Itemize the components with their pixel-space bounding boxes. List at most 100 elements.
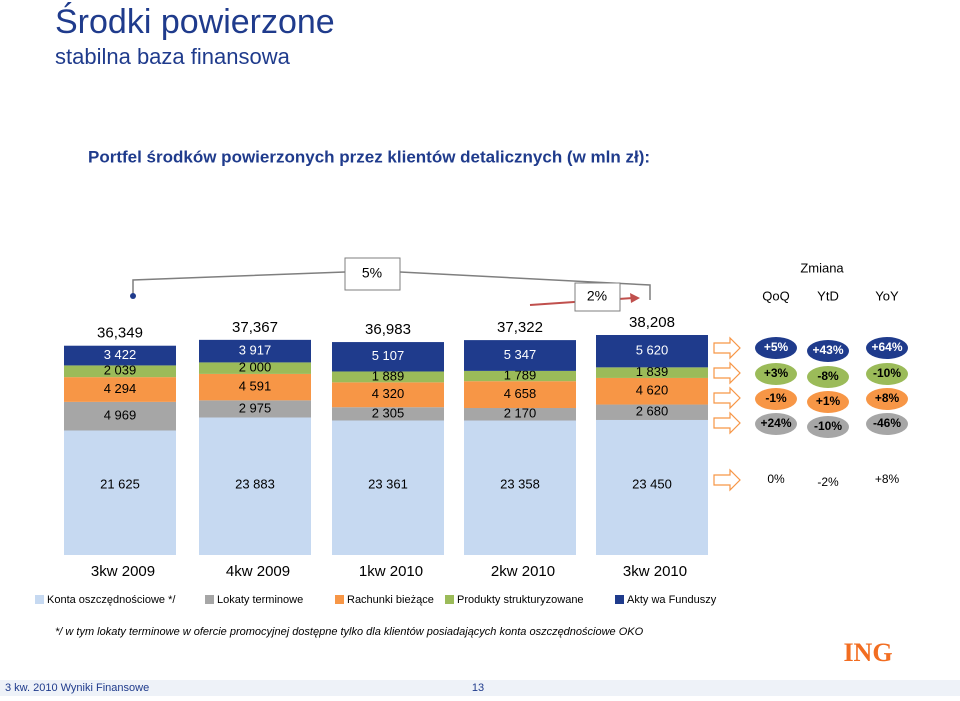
change-badge <box>866 413 908 435</box>
segment-label: 2 680 <box>636 404 669 419</box>
arrow <box>713 336 741 360</box>
x-tick-label: 4kw 2009 <box>226 563 290 580</box>
segment-label: 23 361 <box>368 476 408 491</box>
segment-label: 4 320 <box>372 386 405 401</box>
change-value: +8% <box>875 391 900 405</box>
total-label: 36,349 <box>97 325 143 342</box>
segment-label: 4 620 <box>636 383 669 398</box>
footer-text: 3 kw. 2010 Wyniki Finansowe <box>5 682 149 694</box>
total-label: 37,367 <box>232 319 278 336</box>
change-badge <box>807 366 849 388</box>
chart-title: Portfel środków powierzonych przez klien… <box>88 147 650 166</box>
change-value: +8% <box>875 472 900 486</box>
arrow <box>713 411 741 435</box>
bar-segment <box>64 430 176 555</box>
footer-bar <box>0 680 960 696</box>
segment-label: 2 000 <box>239 360 272 375</box>
bar-segment <box>464 381 576 409</box>
segment-label: 1 889 <box>372 368 405 383</box>
segment-label: 3 422 <box>104 347 137 362</box>
segment-label: 23 450 <box>632 476 672 491</box>
change-value: +64% <box>871 340 902 354</box>
bar-segment <box>596 404 708 420</box>
change-badge <box>866 337 908 359</box>
slide-subtitle: stabilna baza finansowa <box>55 44 291 69</box>
bar-segment <box>199 339 311 363</box>
changes-column: YoY <box>875 288 899 303</box>
growth-dot <box>130 293 136 299</box>
bar-segment <box>199 373 311 401</box>
segment-label: 23 358 <box>500 476 540 491</box>
bar-segment <box>199 417 311 555</box>
legend-label: Rachunki bieżące <box>347 594 434 606</box>
bar-segment <box>596 335 708 368</box>
segment-label: 4 969 <box>104 408 137 423</box>
change-badge <box>807 416 849 438</box>
x-tick-label: 3kw 2010 <box>623 563 687 580</box>
segment-label: 21 625 <box>100 476 140 491</box>
bar-segment <box>199 362 311 374</box>
growth-label: 2% <box>587 288 607 304</box>
arrow <box>713 468 741 492</box>
bar-segment <box>64 377 176 402</box>
change-badge <box>755 337 797 359</box>
change-value: +24% <box>760 416 791 430</box>
segment-label: 1 839 <box>636 364 669 379</box>
page-number: 13 <box>472 682 484 694</box>
change-value: -8% <box>817 369 839 383</box>
total-label: 37,322 <box>497 319 543 336</box>
legend-label: Produkty strukturyzowane <box>457 594 584 606</box>
segment-label: 5 620 <box>636 343 669 358</box>
changes-column: YtD <box>817 288 839 303</box>
growth-arrow-head <box>630 293 640 303</box>
bar-segment <box>64 345 176 366</box>
change-value: -46% <box>873 416 901 430</box>
changes-column: QoQ <box>762 288 789 303</box>
change-value: +3% <box>764 366 789 380</box>
change-value: -10% <box>873 366 901 380</box>
change-value: -2% <box>817 475 839 489</box>
growth-line <box>399 271 651 300</box>
arrow <box>713 386 741 410</box>
bar-segment <box>464 370 576 382</box>
bar-segment <box>464 340 576 371</box>
legend-label: Lokaty terminowe <box>217 594 303 606</box>
bar-segment <box>332 420 444 555</box>
change-value: +43% <box>812 343 843 357</box>
x-tick-label: 2kw 2010 <box>491 563 555 580</box>
change-value: 0% <box>767 472 785 486</box>
bar-segment <box>332 382 444 408</box>
x-tick-label: 1kw 2010 <box>359 563 423 580</box>
footnote: */ w tym lokaty terminowe w ofercie prom… <box>55 626 644 638</box>
logo: ING <box>843 638 892 667</box>
bar-segment <box>596 367 708 378</box>
arrow <box>713 361 741 385</box>
segment-label: 4 658 <box>504 386 537 401</box>
segment-label: 2 170 <box>504 406 537 421</box>
bar-segment <box>332 371 444 383</box>
legend-swatch <box>615 595 624 604</box>
segment-label: 2 039 <box>104 363 137 378</box>
bar-segment <box>596 419 708 555</box>
changes-title: Zmiana <box>800 260 844 275</box>
legend-swatch <box>445 595 454 604</box>
change-value: -10% <box>814 419 842 433</box>
total-label: 38,208 <box>629 314 675 331</box>
slide-title: Środki powierzone <box>55 2 335 41</box>
change-badge <box>755 363 797 385</box>
segment-label: 2 975 <box>239 400 272 415</box>
change-value: +1% <box>816 394 841 408</box>
bar-segment <box>596 377 708 405</box>
bar-segment <box>332 407 444 421</box>
bar-segment <box>464 408 576 421</box>
legend-swatch <box>335 595 344 604</box>
arrows <box>713 336 741 492</box>
change-value: +5% <box>764 340 789 354</box>
x-tick-label: 3kw 2009 <box>91 563 155 580</box>
segment-label: 4 294 <box>104 381 137 396</box>
segment-label: 2 305 <box>372 405 405 420</box>
change-badge <box>866 388 908 410</box>
legend-swatch <box>205 595 214 604</box>
bar-segment <box>464 420 576 555</box>
